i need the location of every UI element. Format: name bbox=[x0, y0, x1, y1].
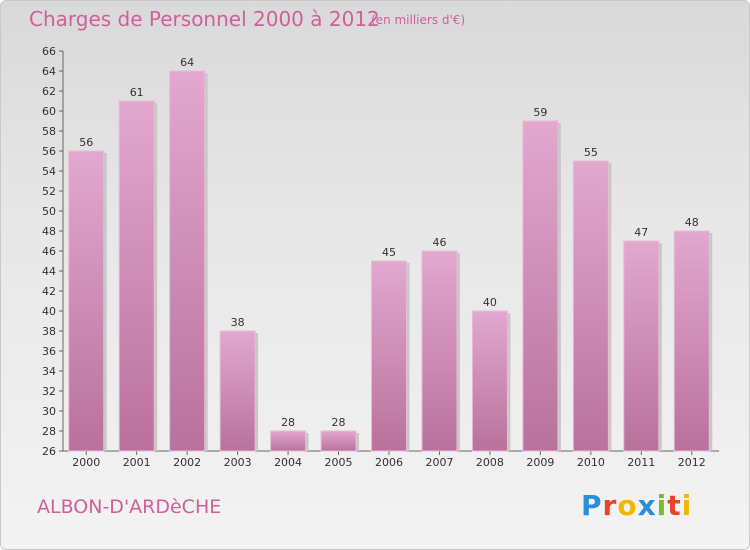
y-tick-label: 36 bbox=[42, 345, 56, 358]
y-tick-label: 38 bbox=[42, 325, 56, 338]
x-tick-label-2003: 2003 bbox=[224, 456, 252, 469]
logo-letter: P bbox=[581, 489, 603, 522]
value-label-2007: 46 bbox=[432, 236, 446, 249]
x-tick-label-2000: 2000 bbox=[72, 456, 100, 469]
logo-letter: i bbox=[681, 489, 693, 522]
bar-2000 bbox=[68, 150, 105, 452]
value-label-2001: 61 bbox=[130, 86, 144, 99]
y-tick-label: 46 bbox=[42, 245, 56, 258]
bar-2009 bbox=[522, 120, 559, 452]
y-tick-label: 66 bbox=[42, 45, 56, 58]
y-tick-label: 34 bbox=[42, 365, 56, 378]
bar-2002 bbox=[169, 70, 206, 452]
y-tick-label: 28 bbox=[42, 425, 56, 438]
bar-2006 bbox=[371, 260, 407, 452]
x-tick-label-2004: 2004 bbox=[274, 456, 302, 469]
y-tick-label: 50 bbox=[42, 205, 56, 218]
value-label-2009: 59 bbox=[533, 106, 547, 119]
logo-letter: r bbox=[602, 489, 618, 522]
y-tick-label: 58 bbox=[42, 125, 56, 138]
x-tick-label-2011: 2011 bbox=[627, 456, 655, 469]
y-tick-label: 56 bbox=[42, 145, 56, 158]
x-tick-label-2010: 2010 bbox=[577, 456, 605, 469]
value-label-2003: 38 bbox=[231, 316, 245, 329]
y-tick-label: 62 bbox=[42, 85, 56, 98]
value-label-2005: 28 bbox=[332, 416, 346, 429]
logo-letter: o bbox=[617, 489, 638, 522]
bar-2003 bbox=[219, 330, 256, 452]
bar-2005 bbox=[320, 430, 357, 452]
y-tick-label: 26 bbox=[42, 445, 56, 458]
bar-2011 bbox=[623, 240, 660, 452]
y-tick-label: 44 bbox=[42, 265, 56, 278]
logo-letter: x bbox=[637, 489, 657, 522]
y-tick-label: 32 bbox=[42, 385, 56, 398]
y-tick-label: 64 bbox=[42, 65, 56, 78]
bar-2012 bbox=[673, 230, 710, 452]
logo-letter: i bbox=[656, 489, 668, 522]
value-label-2004: 28 bbox=[281, 416, 295, 429]
y-tick-label: 54 bbox=[42, 165, 56, 178]
chart-title: Charges de Personnel 2000 à 2012 bbox=[29, 7, 380, 31]
x-tick-label-2009: 2009 bbox=[526, 456, 554, 469]
place-name: ALBON-D'ARDèCHE bbox=[37, 496, 222, 518]
bar-2001 bbox=[118, 100, 155, 452]
x-tick-label-2012: 2012 bbox=[678, 456, 706, 469]
value-label-2006: 45 bbox=[382, 246, 396, 259]
value-label-2000: 56 bbox=[79, 136, 93, 149]
value-label-2012: 48 bbox=[685, 216, 699, 229]
x-tick-label-2002: 2002 bbox=[173, 456, 201, 469]
axes: 26 28 30 32 34 36 38 40 42 44 46 48 50 52 54 56 58 60 62 64… bbox=[42, 45, 719, 469]
y-tick-label: 42 bbox=[42, 285, 56, 298]
chart-subtitle: (en milliers d'€) bbox=[371, 13, 466, 27]
y-tick-label: 52 bbox=[42, 185, 56, 198]
bar-2010 bbox=[572, 160, 609, 452]
y-tick-label: 40 bbox=[42, 305, 56, 318]
x-tick-label-2006: 2006 bbox=[375, 456, 403, 469]
value-label-2011: 47 bbox=[634, 226, 648, 239]
bar-2007 bbox=[421, 250, 458, 452]
y-tick-label: 30 bbox=[42, 405, 56, 418]
logo-letter: t bbox=[667, 489, 682, 522]
y-tick-label: 60 bbox=[42, 105, 56, 118]
value-label-2002: 64 bbox=[180, 56, 194, 69]
proxiti-logo: Proxiti bbox=[581, 489, 692, 522]
bar-2008 bbox=[471, 310, 508, 452]
value-label-2008: 40 bbox=[483, 296, 497, 309]
x-tick-label-2001: 2001 bbox=[123, 456, 151, 469]
x-tick-label-2007: 2007 bbox=[425, 456, 453, 469]
bar-2004 bbox=[270, 430, 307, 452]
x-tick-label-2005: 2005 bbox=[325, 456, 353, 469]
value-label-2010: 55 bbox=[584, 146, 598, 159]
x-tick-label-2008: 2008 bbox=[476, 456, 504, 469]
bars: 56 61 64 38 28 28 45 46 40 59 55 47 48 bbox=[68, 56, 713, 452]
y-tick-label: 48 bbox=[42, 225, 56, 238]
